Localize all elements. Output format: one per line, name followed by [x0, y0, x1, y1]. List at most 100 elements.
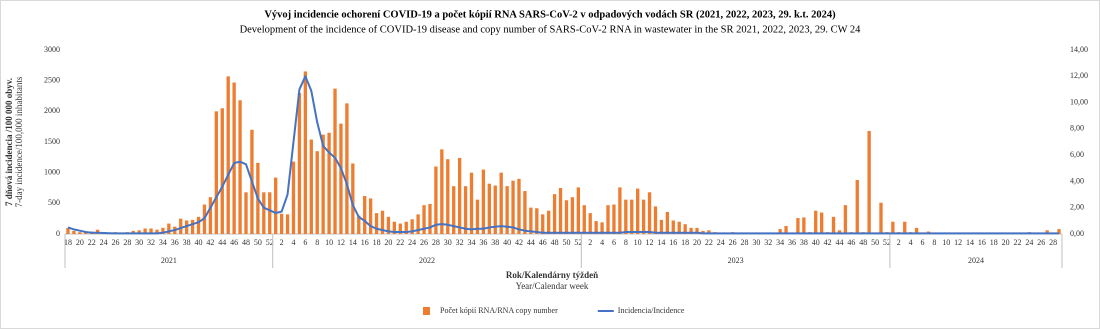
bar [333, 88, 337, 234]
bar [410, 219, 414, 234]
bar [558, 188, 563, 234]
bar [1057, 229, 1061, 234]
bar [196, 216, 201, 234]
y-tick-label: 3000 [44, 45, 60, 54]
bar [778, 229, 782, 234]
x-tick-label: 10 [325, 238, 333, 247]
x-tick-label: 18 [990, 238, 998, 247]
x-tick-label: 26 [729, 238, 737, 247]
x-axis-title: Rok/Kalendárny týždeň [506, 270, 598, 280]
x-tick-label: 18 [373, 238, 381, 247]
bar [351, 163, 355, 234]
x-tick-label: 20 [384, 238, 392, 247]
bar [398, 223, 402, 234]
x-tick-label: 28 [1049, 238, 1057, 247]
bar [517, 178, 521, 234]
bar [327, 132, 331, 234]
x-tick-label: 42 [515, 238, 523, 247]
x-tick-label: 46 [230, 238, 238, 247]
bar [244, 192, 248, 234]
bar [914, 227, 919, 234]
bar [84, 232, 88, 234]
bar [392, 221, 397, 234]
x-tick-label: 24 [717, 238, 725, 247]
bar [220, 108, 224, 234]
x-tick-label: 22 [1013, 238, 1021, 247]
x-tick-label: 48 [859, 238, 867, 247]
y2-tick-label: 6,00 [1070, 150, 1084, 159]
x-tick-label: 16 [361, 238, 369, 247]
bar [184, 220, 189, 234]
x-tick-label: 42 [824, 238, 832, 247]
x-tick-label: 44 [527, 238, 535, 247]
bar [641, 199, 646, 234]
x-tick-label: 20 [76, 238, 84, 247]
x-tick-label: 36 [479, 238, 487, 247]
bar [78, 232, 82, 234]
x-tick-label: 22 [396, 238, 404, 247]
bar [404, 221, 408, 234]
bar [161, 227, 165, 234]
x-tick-label: 40 [503, 238, 511, 247]
x-tick-label: 24 [408, 238, 416, 247]
x-tick-label: 14 [657, 238, 665, 247]
y2-tick-label: 0,00 [1070, 229, 1084, 238]
bar [339, 123, 343, 234]
bar [624, 199, 628, 234]
bar [238, 100, 242, 234]
bar [576, 187, 580, 234]
bar [452, 186, 456, 234]
y2-tick-label: 12,00 [1070, 71, 1088, 80]
x-tick-label: 50 [871, 238, 879, 247]
bar [357, 215, 361, 234]
bar [155, 229, 159, 234]
x-tick-label: 38 [183, 238, 191, 247]
bar [208, 197, 213, 234]
x-tick-label: 6 [303, 238, 307, 247]
bar [149, 228, 153, 234]
bar [345, 103, 349, 234]
line [67, 75, 1060, 235]
x-tick-label: 34 [159, 238, 167, 247]
bar [552, 194, 557, 234]
x-tick-label: 6 [612, 238, 616, 247]
bar [665, 211, 670, 234]
x-tick-label: 18 [64, 238, 72, 247]
x-tick-label: 26 [111, 238, 119, 247]
y2-tick-label: 2,00 [1070, 203, 1084, 212]
x-tick-label: 4 [291, 238, 295, 247]
bar [434, 166, 438, 234]
x-axis-title: Year/Calendar week [516, 281, 589, 291]
x-tick-label: 40 [812, 238, 820, 247]
y2-tick-label: 4,00 [1070, 176, 1084, 185]
y-axis-title: 7-day incidence/100,000 inhabitants [14, 76, 24, 207]
bar [903, 221, 907, 234]
x-tick-label: 18 [681, 238, 689, 247]
x-tick-label: 30 [135, 238, 143, 247]
x-tick-label: 32 [456, 238, 464, 247]
bar [606, 205, 610, 234]
x-tick-label: 28 [741, 238, 749, 247]
bar [659, 219, 664, 234]
bar [600, 222, 604, 234]
x-tick-label: 10 [634, 238, 642, 247]
bar [291, 161, 296, 234]
x-tick-label: 36 [171, 238, 179, 247]
x-tick-label: 48 [242, 238, 250, 247]
bar [618, 187, 622, 234]
bar [297, 92, 302, 234]
x-tick-label: 42 [206, 238, 214, 247]
x-tick-label: 34 [776, 238, 784, 247]
bar [315, 151, 319, 234]
bar [321, 134, 325, 234]
bar [274, 177, 278, 234]
bar [535, 208, 539, 234]
bar [547, 210, 551, 234]
bar [683, 224, 687, 234]
x-tick-label: 30 [752, 238, 760, 247]
bar [493, 185, 497, 234]
bar [636, 188, 640, 234]
bar [416, 214, 420, 234]
x-tick-label: 52 [574, 238, 582, 247]
